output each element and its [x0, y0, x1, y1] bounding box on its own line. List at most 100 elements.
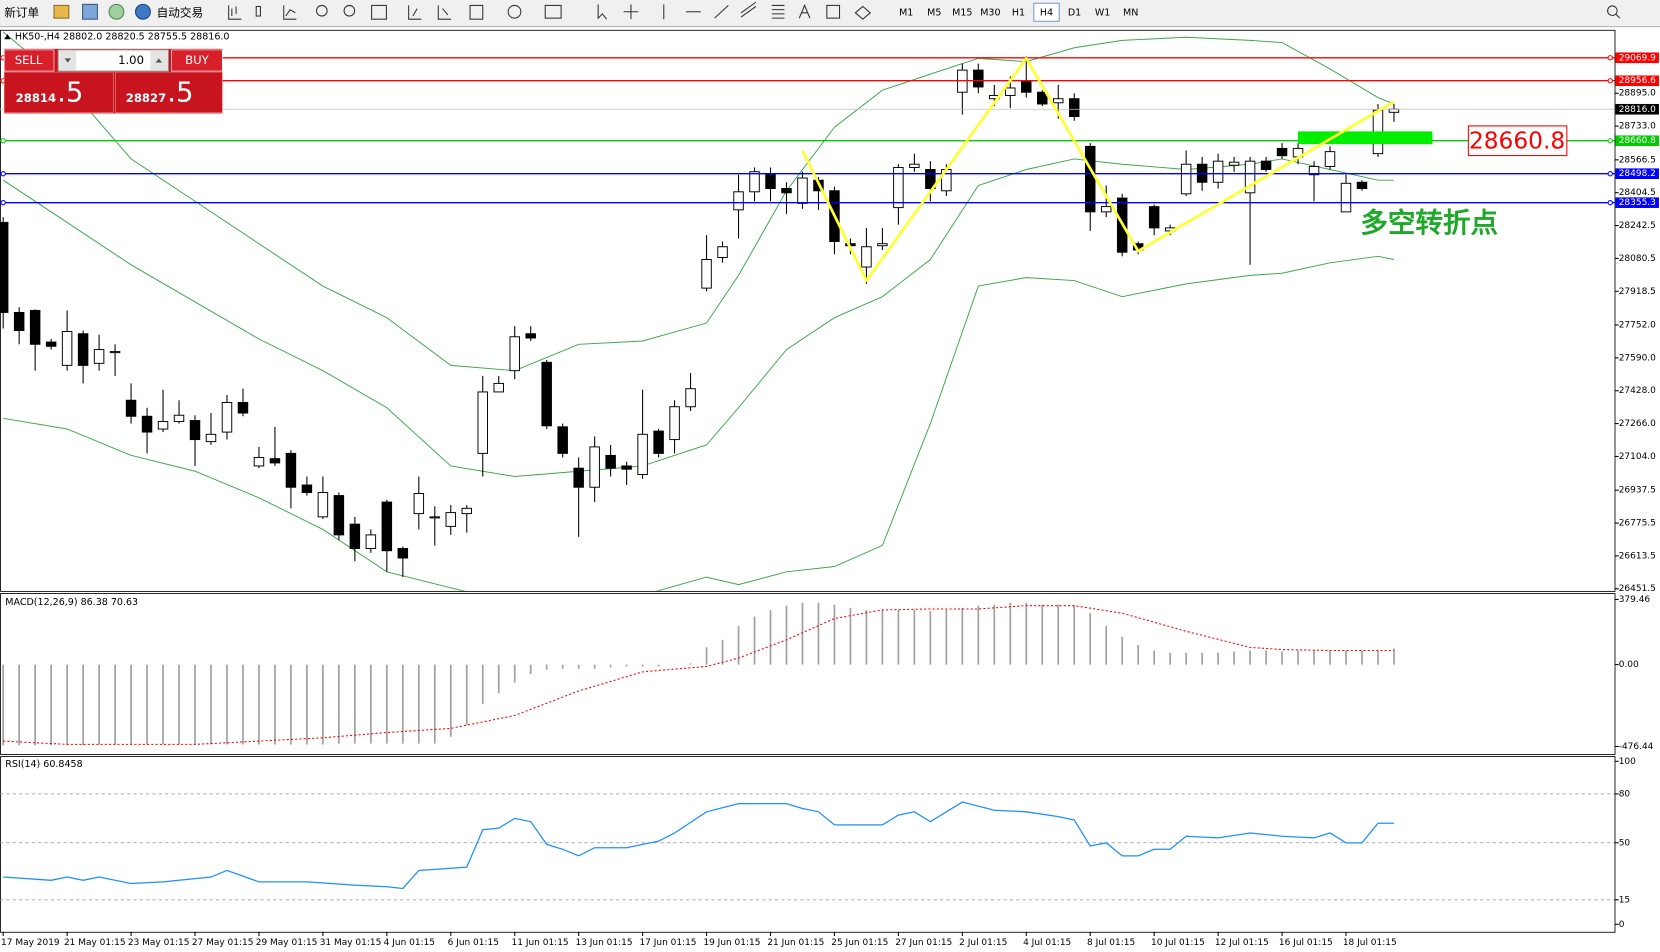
level-tag — [1615, 52, 1659, 64]
x-tick-label: 11 Jun 01:15 — [512, 938, 569, 948]
autoscroll-icon[interactable] — [408, 5, 422, 20]
zigzag-line — [801, 56, 1395, 282]
price-panel — [0, 29, 1616, 592]
candle-body — [1005, 87, 1016, 96]
label-icon[interactable] — [826, 4, 841, 19]
candle-body — [1100, 206, 1112, 213]
y-tick-label: 28733.0 — [1619, 122, 1656, 132]
level-label: 29069.9 — [1619, 53, 1656, 63]
level-handle[interactable] — [0, 171, 6, 177]
search-icon[interactable] — [1607, 5, 1618, 17]
new-order-button[interactable]: 新订单 — [4, 5, 39, 19]
shift-icon[interactable] — [437, 5, 451, 20]
arrows-icon[interactable] — [854, 5, 872, 20]
candle-body — [125, 399, 137, 417]
icon[interactable] — [82, 3, 98, 20]
y-tick-label: -476.44 — [1619, 742, 1654, 752]
annotation-text: 多空转折点 — [1360, 207, 1498, 239]
candle-body — [1244, 160, 1256, 194]
level-handle[interactable] — [1607, 138, 1613, 144]
icon[interactable] — [53, 4, 70, 19]
x-tick-label: 27 May 01:15 — [192, 938, 254, 948]
level-handle[interactable] — [1607, 78, 1613, 84]
candle-body — [0, 221, 9, 313]
candle-body — [61, 331, 73, 366]
level-handle[interactable] — [0, 200, 6, 206]
down-arrow — [64, 58, 71, 63]
buy-label[interactable]: BUY — [185, 53, 209, 67]
x-tick-label: 8 Jul 01:15 — [1087, 938, 1135, 948]
timeframe-button[interactable]: M15 — [952, 7, 972, 18]
annotation-price: 28660.8 — [1469, 127, 1565, 154]
level-handle[interactable] — [1607, 200, 1613, 206]
candle-body — [173, 414, 185, 423]
buy-button[interactable] — [171, 49, 223, 72]
timeframe-button[interactable]: D1 — [1068, 7, 1081, 18]
candle-body — [1340, 182, 1352, 213]
bar-chart-icon[interactable] — [228, 5, 242, 20]
candle-body — [477, 391, 488, 454]
crosshair-icon[interactable] — [623, 4, 639, 20]
candle-body — [365, 534, 377, 549]
candle-body — [317, 492, 329, 518]
header-arrow — [4, 34, 11, 40]
bid-box[interactable] — [3, 71, 114, 113]
active-timeframe[interactable] — [1033, 2, 1060, 22]
ask-box[interactable] — [115, 71, 223, 113]
lots-value[interactable]: 1.00 — [118, 53, 144, 67]
candle-icon[interactable] — [255, 5, 261, 17]
timeframe-bar: M1 M5 M15 M30 H1 H4 D1 W1 MN — [899, 2, 1138, 22]
level-handle[interactable] — [0, 138, 6, 144]
line-chart-icon[interactable] — [283, 5, 297, 20]
x-tick-label: 25 Jun 01:15 — [831, 938, 888, 948]
trendline-icon[interactable] — [714, 5, 729, 19]
level-handle[interactable] — [1607, 171, 1613, 177]
icon[interactable] — [108, 3, 125, 20]
x-tick-label: 17 Jun 01:15 — [639, 938, 696, 948]
y-tick-label: 28080.5 — [1619, 254, 1656, 264]
channel-icon[interactable] — [740, 1, 757, 18]
tile-icon[interactable] — [371, 4, 387, 20]
x-tick-label: 31 May 01:15 — [320, 938, 382, 948]
indicators-icon[interactable] — [469, 4, 484, 20]
level-handle[interactable] — [1607, 55, 1613, 61]
timeframe-button[interactable]: MN — [1123, 7, 1138, 18]
candle-body — [45, 341, 57, 347]
timeframe-button[interactable]: M1 — [899, 7, 913, 18]
lots-input[interactable] — [57, 49, 169, 72]
auto-trading-button[interactable]: 自动交易 — [157, 5, 204, 19]
ask-price: 28827 — [126, 91, 166, 105]
candle-body — [429, 516, 441, 519]
timeframe-button[interactable]: H4 — [1040, 7, 1053, 18]
candle-body — [333, 495, 345, 536]
timeframe-button[interactable]: M5 — [927, 7, 941, 18]
x-tick-label: 10 Jul 01:15 — [1151, 938, 1205, 948]
zoom-in-icon[interactable] — [316, 4, 328, 17]
fibo-icon[interactable] — [771, 4, 785, 19]
candle-body — [461, 507, 473, 515]
templates-icon[interactable] — [544, 4, 562, 19]
candle-body — [765, 173, 776, 190]
level-label: 28355.3 — [1619, 198, 1656, 208]
sell-label[interactable]: SELL — [15, 53, 43, 67]
level-label: 28956.6 — [1619, 76, 1656, 86]
timeframe-button[interactable]: W1 — [1095, 7, 1110, 18]
candle-body — [157, 421, 169, 430]
text-icon[interactable] — [798, 4, 811, 19]
periods-icon[interactable] — [507, 4, 522, 19]
sell-button[interactable] — [3, 49, 55, 72]
candle-body — [13, 311, 25, 331]
candle-body — [77, 333, 89, 366]
auto-trading-icon[interactable] — [134, 3, 151, 20]
x-tick-label: 27 Jun 01:15 — [895, 938, 952, 948]
cursor-icon[interactable] — [597, 4, 608, 20]
candle-body — [285, 452, 297, 488]
timeframe-button[interactable]: M30 — [980, 7, 1000, 18]
candle-body — [141, 415, 153, 433]
timeframe-button[interactable]: H1 — [1012, 7, 1025, 18]
level-tag — [1615, 135, 1659, 147]
zoom-out-icon[interactable] — [343, 4, 356, 17]
candle-body — [493, 382, 504, 393]
candle-body — [397, 548, 409, 559]
